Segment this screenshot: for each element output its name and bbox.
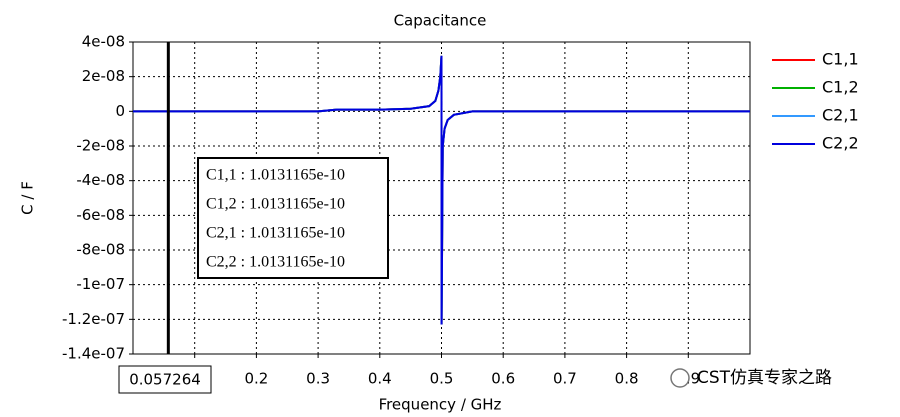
readout: C2,2 : 1.0131165e-10 — [206, 254, 345, 271]
readout-box — [197, 157, 389, 279]
marker-label-box — [118, 365, 212, 394]
marker-label: 0.057264 — [129, 371, 201, 389]
watermark: CST仿真专家之路 — [697, 368, 832, 388]
x-tick-label: 0.8 — [615, 370, 639, 388]
legend-label: C2,1 — [822, 106, 859, 125]
watermark-icon — [670, 368, 690, 388]
y-tick-label: -1.4e-07 — [62, 345, 125, 363]
x-tick-label: 0.2 — [244, 370, 268, 388]
y-tick-label: 2e-08 — [82, 67, 125, 85]
series-line — [133, 55, 750, 325]
y-tick-label: 4e-08 — [82, 33, 125, 51]
y-tick-label: -6e-08 — [76, 206, 125, 224]
y-tick-label: -4e-08 — [76, 171, 125, 189]
y-tick-label: 0 — [115, 102, 125, 120]
readout: C1,1 : 1.0131165e-10 — [206, 167, 345, 184]
y-tick-label: -8e-08 — [76, 241, 125, 259]
readout: C2,1 : 1.0131165e-10 — [206, 225, 345, 242]
x-tick-label: 0.7 — [553, 370, 577, 388]
readout: C1,2 : 1.0131165e-10 — [206, 196, 345, 213]
y-tick-label: -1.2e-07 — [62, 310, 125, 328]
legend-label: C1,1 — [822, 50, 859, 69]
chart-title: Capacitance — [394, 12, 487, 30]
x-tick-label: 0.6 — [491, 370, 515, 388]
y-tick-label: -2e-08 — [76, 137, 125, 155]
y-tick-label: -1e-07 — [76, 275, 125, 293]
x-tick-label: 0.5 — [430, 370, 454, 388]
legend-label: C2,2 — [822, 134, 859, 153]
y-axis-title: C / F — [19, 181, 37, 215]
x-tick-label: 0.3 — [306, 370, 330, 388]
legend-label: C1,2 — [822, 78, 859, 97]
x-tick-label: 0.4 — [368, 370, 392, 388]
x-axis-title: Frequency / GHz — [379, 396, 502, 414]
plot-frame — [132, 41, 751, 355]
